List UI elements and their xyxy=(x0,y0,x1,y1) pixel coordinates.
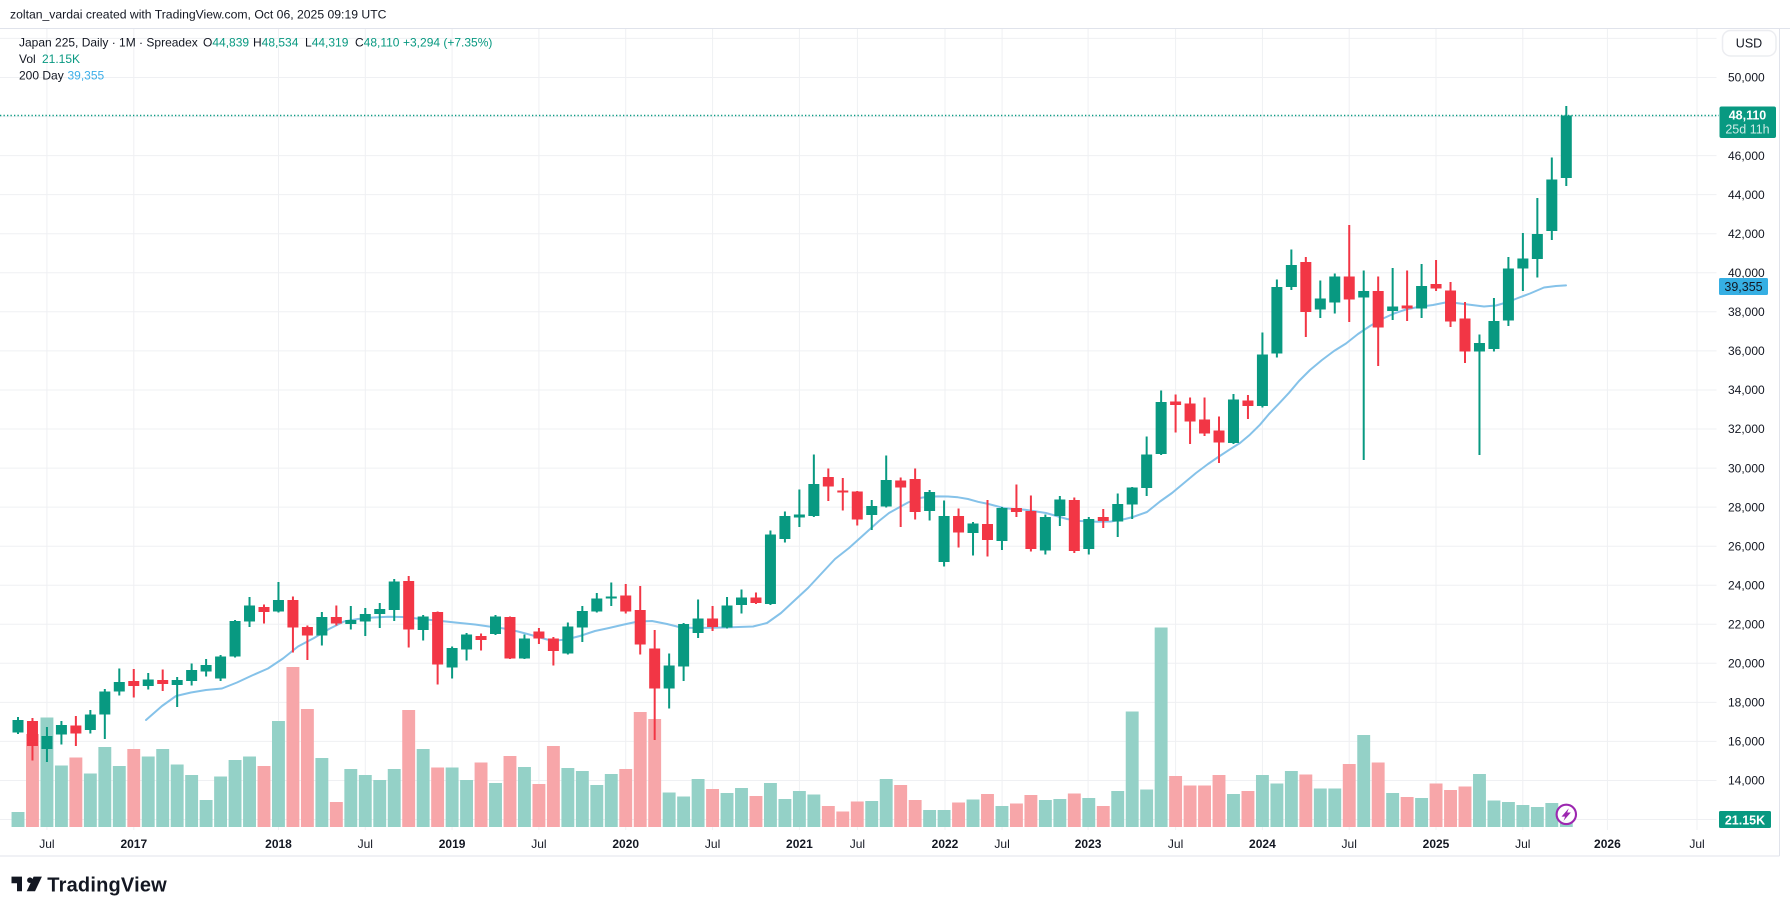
svg-text:34,000: 34,000 xyxy=(1728,383,1765,397)
svg-text:14,000: 14,000 xyxy=(1728,774,1765,788)
svg-text:L44,319: L44,319 xyxy=(305,36,349,50)
svg-text:18,000: 18,000 xyxy=(1728,696,1765,710)
svg-text:48,110: 48,110 xyxy=(1729,109,1767,123)
svg-text:Japan 225, Daily · 1M · Spread: Japan 225, Daily · 1M · Spreadex xyxy=(19,36,198,50)
svg-text:2026: 2026 xyxy=(1594,837,1621,851)
svg-text:H48,534: H48,534 xyxy=(253,36,299,50)
svg-text:O44,839: O44,839 xyxy=(203,36,249,50)
svg-text:Jul: Jul xyxy=(1515,837,1530,851)
svg-text:2021: 2021 xyxy=(786,837,813,851)
svg-text:2023: 2023 xyxy=(1075,837,1102,851)
svg-text:Jul: Jul xyxy=(39,837,54,851)
svg-text:Jul: Jul xyxy=(1342,837,1357,851)
svg-text:2018: 2018 xyxy=(265,837,292,851)
svg-text:Jul: Jul xyxy=(531,837,546,851)
svg-text:Jul: Jul xyxy=(358,837,373,851)
svg-text:46,000: 46,000 xyxy=(1728,149,1765,163)
svg-text:39,355: 39,355 xyxy=(68,69,105,83)
svg-text:2025: 2025 xyxy=(1423,837,1450,851)
svg-text:C48,110: C48,110 xyxy=(355,36,400,50)
svg-text:42,000: 42,000 xyxy=(1728,227,1765,241)
svg-text:Jul: Jul xyxy=(1689,837,1704,851)
svg-text:2022: 2022 xyxy=(932,837,959,851)
svg-text:2017: 2017 xyxy=(120,837,147,851)
svg-text:25d 11h: 25d 11h xyxy=(1725,123,1769,137)
svg-text:26,000: 26,000 xyxy=(1728,539,1765,553)
svg-text:21.15K: 21.15K xyxy=(42,52,80,66)
svg-text:50,000: 50,000 xyxy=(1728,71,1765,85)
svg-text:36,000: 36,000 xyxy=(1728,344,1765,358)
svg-text:TradingView: TradingView xyxy=(47,875,167,897)
svg-text:2019: 2019 xyxy=(439,837,466,851)
svg-text:Jul: Jul xyxy=(850,837,865,851)
svg-text:zoltan_vardai created with Tra: zoltan_vardai created with TradingView.c… xyxy=(10,8,387,22)
svg-text:39,355: 39,355 xyxy=(1724,280,1762,294)
svg-text:44,000: 44,000 xyxy=(1728,188,1765,202)
svg-text:21.15K: 21.15K xyxy=(1725,814,1765,828)
svg-text:Jul: Jul xyxy=(705,837,720,851)
svg-text:30,000: 30,000 xyxy=(1728,461,1765,475)
svg-text:32,000: 32,000 xyxy=(1728,422,1765,436)
svg-text:200 Day: 200 Day xyxy=(19,69,64,83)
svg-text:16,000: 16,000 xyxy=(1728,735,1765,749)
svg-text:24,000: 24,000 xyxy=(1728,578,1765,592)
svg-text:20,000: 20,000 xyxy=(1728,657,1765,671)
svg-text:Vol: Vol xyxy=(19,52,36,66)
svg-text:22,000: 22,000 xyxy=(1728,618,1765,632)
svg-text:Jul: Jul xyxy=(994,837,1009,851)
svg-text:38,000: 38,000 xyxy=(1728,305,1765,319)
svg-text:2020: 2020 xyxy=(612,837,639,851)
svg-text:2024: 2024 xyxy=(1249,837,1276,851)
svg-text:40,000: 40,000 xyxy=(1728,266,1765,280)
svg-text:USD: USD xyxy=(1736,37,1762,51)
svg-text:+3,294 (+7.35%): +3,294 (+7.35%) xyxy=(403,36,492,50)
svg-text:28,000: 28,000 xyxy=(1728,500,1765,514)
svg-text:Jul: Jul xyxy=(1168,837,1183,851)
